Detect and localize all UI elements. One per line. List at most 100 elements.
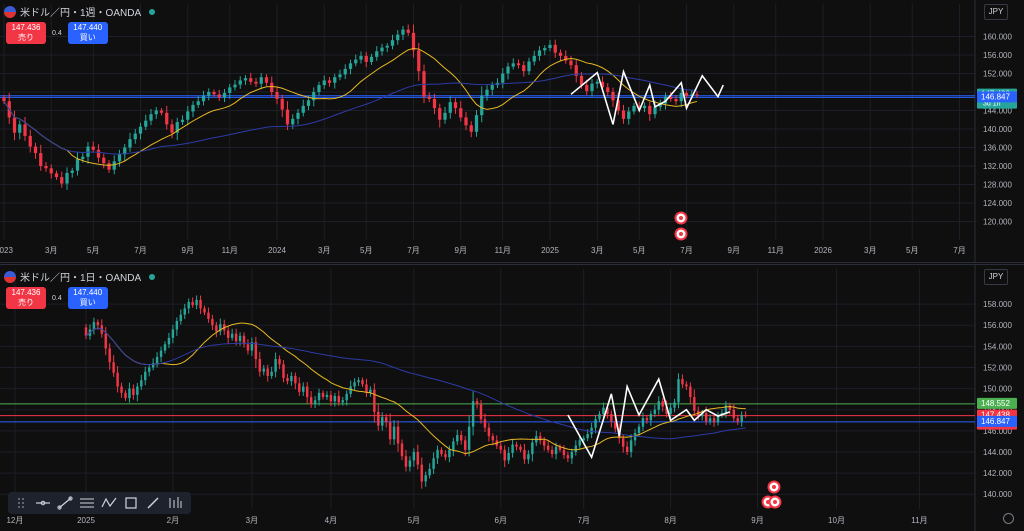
candle-body [165,112,169,125]
candle-body [149,114,153,121]
daily-chart-header: 米ドル／円・1日・OANDA [4,269,156,284]
weekly-buy-button[interactable]: 147.440 買い [67,22,108,44]
daily-chart-pane[interactable]: 140.000142.000144.000146.000148.000150.0… [0,264,1024,531]
x-tick-label: 7月 [953,246,965,255]
candle-body [736,418,739,422]
candle-body [627,111,631,119]
candle-body [175,122,179,133]
candle-body [531,442,534,455]
candle-body [28,135,32,147]
price-label-value: 147.438 [981,411,1010,420]
weekly-currency-button[interactable]: JPY [984,4,1008,20]
candle-body [187,302,190,309]
weekly-chart-pane[interactable]: 120.000 124.000 128.000 132.000 136.000 140.0… [0,0,1024,263]
candle-body [384,417,388,423]
candle-body [416,451,420,465]
candle-body [408,460,412,467]
candle-body [440,449,443,455]
settings-gear-icon[interactable] [1003,513,1014,524]
candle-body [503,449,506,461]
candle-body [92,322,96,330]
horizontal-line-tool-icon[interactable] [34,495,52,511]
candle-body [275,92,279,99]
candle-body [610,413,613,422]
indicator-tool-icon[interactable] [166,495,184,511]
candle-body [259,77,263,84]
y-tick-label: 154.000 [983,342,1012,351]
candle-body [201,95,206,102]
candle-body [385,45,389,48]
usd-jpy-flag-icon [4,270,16,283]
candle-body [602,407,605,414]
candle-body [515,444,518,447]
brush-tool-icon[interactable] [144,495,162,511]
candle-body [649,413,653,421]
x-tick-label: 7月 [407,246,419,255]
weekly-chart-svg[interactable]: 120.000 124.000 128.000 132.000 136.000 140.0… [0,0,1024,262]
weekly-chart-title: 米ドル／円・1週・OANDA [20,8,142,19]
candle-body [226,330,230,338]
candle-body [116,372,119,387]
y-tick-label: 156.000 [983,321,1012,330]
candle-body [211,318,214,326]
fib-retracement-tool-icon[interactable] [78,495,96,511]
candle-body [460,435,463,441]
candle-body [301,105,305,113]
candle-body [527,454,530,460]
candle-body [491,436,495,441]
candle-body [75,159,80,171]
candle-body [313,400,317,405]
candle-body [249,78,253,82]
candle-body [392,426,396,440]
candle-body [191,302,194,306]
candle-body [219,324,222,332]
pattern-tool-icon[interactable] [100,495,118,511]
candle-body [456,435,459,442]
candle-body [594,419,597,428]
daily-currency-button[interactable]: JPY [984,269,1008,285]
candle-body [298,383,301,392]
daily-buy-button[interactable]: 147.440 買い [67,287,108,309]
candle-body [124,392,127,399]
candle-body [550,449,554,455]
drag-handle-icon[interactable] [12,495,30,511]
candle-body [690,94,694,96]
weekly-sell-button[interactable]: 147.436 売り [6,22,46,44]
moving-average-long [3,73,698,155]
candle-body [128,388,131,399]
rectangle-tool-icon[interactable] [122,495,140,511]
candle-body [230,333,234,338]
economic-event-dot [772,485,776,489]
candle-body [306,100,311,106]
y-tick-label: 140.000 [983,490,1012,499]
candle-body [112,362,115,373]
candle-body [175,321,179,330]
candle-body [487,427,491,437]
candle-body [422,71,426,97]
candle-body [689,386,692,398]
candle-body [12,117,17,133]
x-tick-label: 5月 [633,246,645,255]
candle-body [642,105,647,109]
candle-body [128,139,132,148]
daily-sell-button[interactable]: 147.436 売り [6,287,46,309]
candle-body [183,308,186,315]
candle-body [600,81,605,88]
candle-body [420,464,423,482]
candle-body [233,84,237,88]
candle-body [132,388,135,395]
x-tick-label: 2024 [268,246,286,255]
candle-body [578,440,581,446]
y-tick-label: 158.000 [983,300,1012,309]
trend-line-tool-icon[interactable] [56,495,74,511]
candle-body [309,397,313,405]
candle-body [321,392,325,398]
candle-body [467,426,471,450]
candle-body [333,77,337,83]
candle-body [406,29,410,33]
candle-body [679,92,683,102]
candle-body [548,44,552,49]
candle-body [537,50,542,56]
candle-body [136,386,139,395]
daily-chart-svg[interactable]: 140.000142.000144.000146.000148.000150.0… [0,265,1024,531]
